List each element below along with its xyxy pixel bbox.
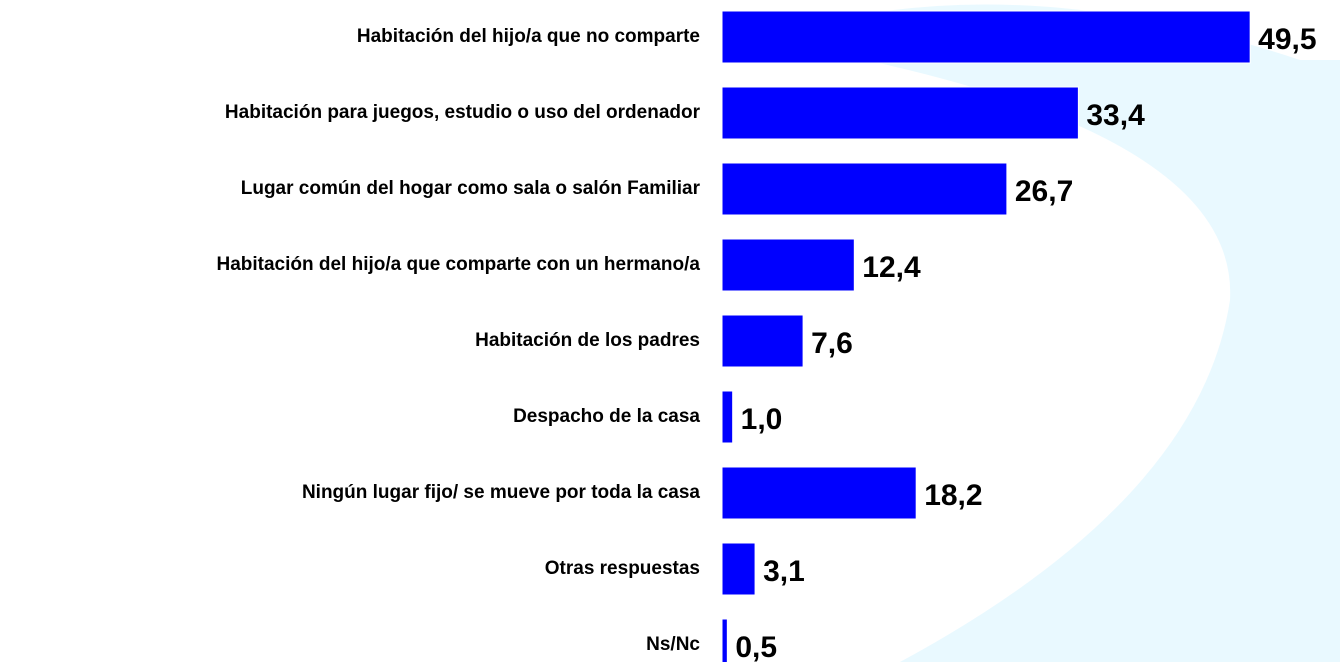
category-label: Lugar común del hogar como sala o salón … bbox=[241, 178, 701, 199]
value-label: 7,6 bbox=[811, 327, 853, 360]
bar bbox=[721, 10, 1251, 64]
value-label: 0,5 bbox=[735, 631, 777, 662]
category-label: Habitación para juegos, estudio o uso de… bbox=[225, 102, 701, 123]
bar bbox=[721, 314, 804, 368]
category-label: Ningún lugar fijo/ se mueve por toda la … bbox=[302, 482, 700, 503]
category-label: Otras respuestas bbox=[545, 558, 700, 579]
category-label: Habitación del hijo/a que no comparte bbox=[357, 26, 700, 47]
category-label: Habitación del hijo/a que comparte con u… bbox=[216, 254, 700, 275]
bar bbox=[721, 390, 734, 444]
category-label: Habitación de los padres bbox=[475, 330, 700, 351]
value-label: 1,0 bbox=[741, 403, 783, 436]
category-label: Ns/Nc bbox=[646, 634, 700, 655]
plot: Habitación del hijo/a que no comparte 49,… bbox=[216, 10, 1317, 662]
bar bbox=[721, 466, 917, 520]
bar bbox=[721, 238, 855, 292]
category-label: Despacho de la casa bbox=[513, 406, 700, 427]
value-label: 3,1 bbox=[763, 555, 805, 588]
watermark-shape bbox=[760, 4, 1340, 662]
bar bbox=[721, 618, 728, 662]
bar bbox=[721, 162, 1008, 216]
bar bbox=[721, 86, 1079, 140]
value-label: 49,5 bbox=[1258, 23, 1316, 56]
value-label: 12,4 bbox=[862, 251, 921, 284]
value-label: 26,7 bbox=[1015, 175, 1073, 208]
value-label: 33,4 bbox=[1086, 99, 1145, 132]
bar bbox=[721, 542, 756, 596]
value-label: 18,2 bbox=[924, 479, 982, 512]
watermark bbox=[760, 4, 1340, 662]
